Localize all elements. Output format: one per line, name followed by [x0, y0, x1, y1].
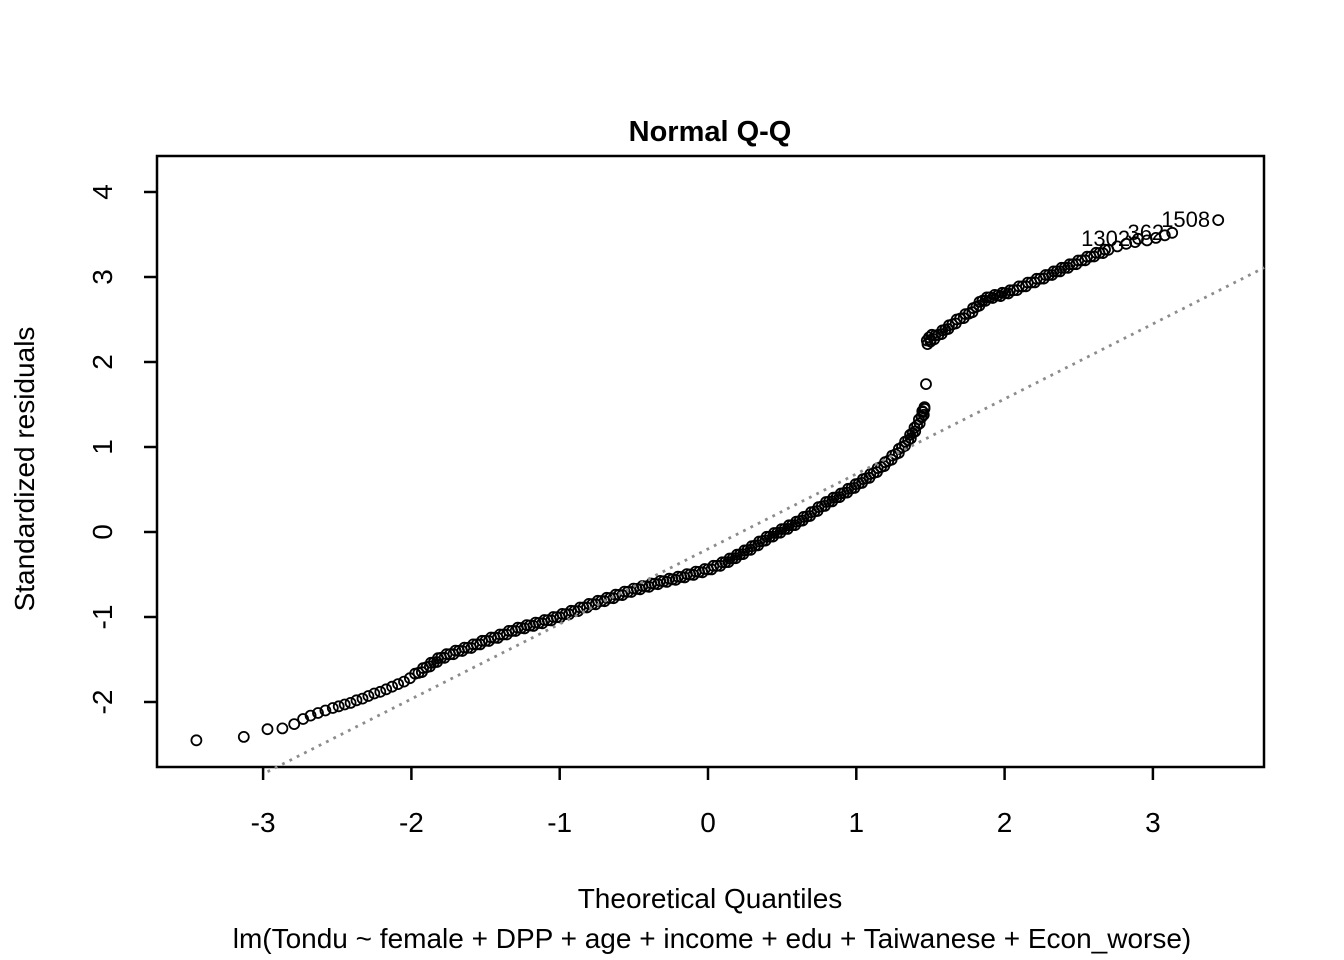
- point-label: 1302: [1081, 226, 1130, 251]
- data-point: [1212, 214, 1225, 227]
- data-point: [338, 698, 351, 711]
- data-point: [356, 692, 369, 705]
- data-point: [392, 678, 405, 690]
- x-axis-title: Theoretical Quantiles: [578, 883, 843, 914]
- data-point: [386, 680, 399, 693]
- y-axis: -2 -1 0 1 2 3 4: [87, 184, 157, 714]
- data-point: [368, 687, 381, 700]
- qq-reference-line: [266, 266, 1265, 773]
- data-point: [1166, 226, 1179, 239]
- y-axis-title: Standardized residuals: [9, 327, 40, 612]
- model-caption: lm(Tondu ~ female + DPP + age + income +…: [233, 923, 1192, 954]
- data-point: [1132, 232, 1144, 245]
- x-tick-label: 1: [849, 807, 865, 838]
- data-point: [237, 731, 250, 743]
- data-point: [304, 709, 317, 722]
- data-point: [918, 401, 931, 414]
- data-point: [190, 734, 203, 747]
- x-tick-label: -1: [547, 807, 572, 838]
- y-tick-label: -2: [87, 690, 118, 715]
- scatter-points: [190, 214, 1225, 747]
- y-tick-label: 1: [87, 439, 118, 455]
- data-point: [917, 406, 929, 419]
- x-tick-label: -2: [399, 807, 424, 838]
- y-tick-label: 2: [87, 354, 118, 370]
- x-tick-label: 2: [997, 807, 1013, 838]
- x-tick-label: 0: [700, 807, 716, 838]
- data-point: [374, 685, 387, 698]
- data-point: [380, 683, 393, 696]
- data-point: [319, 704, 332, 717]
- data-point: [297, 713, 310, 725]
- data-point: [276, 722, 289, 735]
- data-point: [1158, 229, 1171, 242]
- data-point: [288, 718, 301, 730]
- data-point: [1129, 236, 1141, 249]
- data-point: [326, 702, 339, 714]
- y-tick-label: 3: [87, 269, 118, 285]
- plot-box: [155, 154, 1266, 769]
- y-tick-label: 0: [87, 524, 118, 540]
- data-point: [350, 694, 363, 707]
- data-point: [312, 707, 324, 719]
- data-point: [920, 378, 932, 391]
- y-tick-label: 4: [87, 184, 118, 200]
- reference-line: [266, 266, 1265, 773]
- plot-title: Normal Q-Q: [629, 116, 792, 148]
- data-point: [332, 700, 345, 713]
- data-point: [362, 690, 375, 702]
- data-point: [892, 447, 905, 459]
- x-tick-label: 3: [1145, 807, 1161, 838]
- data-point: [261, 723, 274, 736]
- data-point: [398, 675, 410, 688]
- x-axis: -3 -2 -1 0 1 2 3: [251, 767, 1161, 838]
- data-point: [344, 697, 357, 709]
- y-tick-label: -1: [87, 605, 118, 630]
- x-tick-label: -3: [251, 807, 276, 838]
- point-label: 362: [1127, 220, 1164, 245]
- point-label: 1508: [1161, 207, 1210, 232]
